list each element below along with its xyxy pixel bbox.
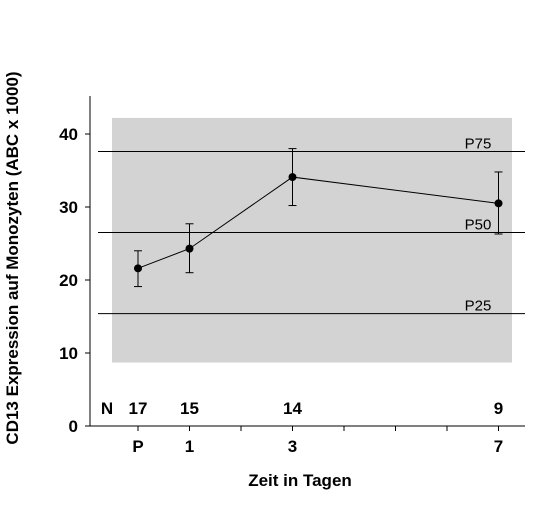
y-tick-label: 0 xyxy=(69,417,78,436)
x-tick-label: 1 xyxy=(185,437,194,456)
n-count: 14 xyxy=(283,399,302,418)
n-count: 15 xyxy=(180,399,199,418)
x-tick-label: P xyxy=(132,437,143,456)
n-count: 9 xyxy=(494,399,503,418)
series-line xyxy=(137,176,499,269)
reference-label-p25: P25 xyxy=(465,298,492,315)
x-axis-label: Zeit in Tagen xyxy=(248,471,352,490)
data-point xyxy=(134,264,142,273)
reference-label-p50: P50 xyxy=(465,217,492,234)
n-count: 17 xyxy=(129,399,148,418)
y-axis-label: CD13 Expression auf Monozyten (ABC x 100… xyxy=(3,71,22,444)
x-tick-label: 7 xyxy=(494,437,503,456)
y-tick-label: 40 xyxy=(59,125,78,144)
y-tick-label: 10 xyxy=(59,344,78,363)
y-tick-label: 30 xyxy=(59,198,78,217)
x-tick-label: 3 xyxy=(288,437,297,456)
data-point xyxy=(185,244,194,253)
y-tick-label: 20 xyxy=(59,271,78,290)
data-point xyxy=(494,199,503,208)
data-point xyxy=(288,173,297,182)
reference-label-p75: P75 xyxy=(465,136,492,153)
reference-band xyxy=(112,117,512,363)
n-label: N xyxy=(101,399,113,418)
